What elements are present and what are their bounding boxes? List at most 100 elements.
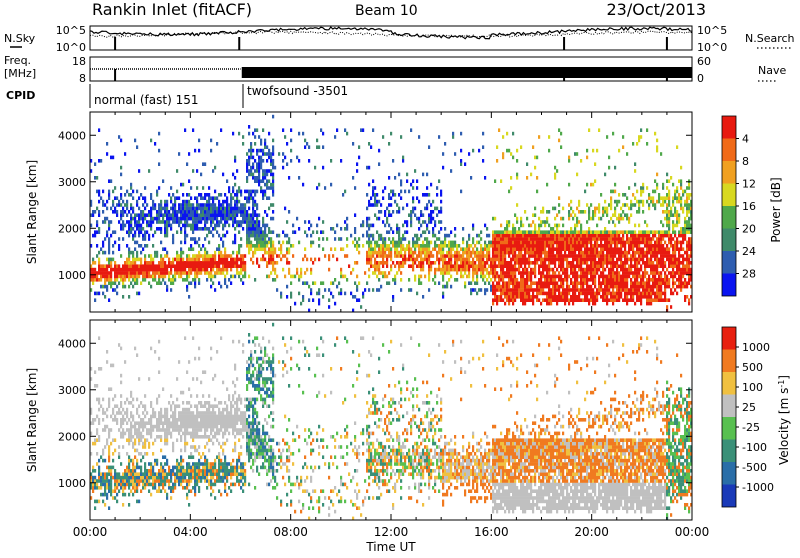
power-cell — [654, 298, 657, 302]
power-cell — [458, 267, 461, 272]
power-cell — [212, 206, 215, 211]
power-cell — [652, 271, 655, 275]
power-cell — [430, 267, 433, 272]
power-cell — [166, 254, 169, 258]
power-cell — [396, 223, 399, 228]
power-cell — [310, 244, 313, 248]
power-cell — [374, 247, 377, 251]
power-cell — [594, 247, 597, 251]
power-cell — [428, 145, 431, 149]
power-cell — [220, 216, 223, 221]
power-cell — [170, 223, 173, 228]
power-cell — [116, 284, 119, 289]
power-cell — [126, 264, 129, 268]
power-cell — [552, 295, 555, 299]
power-cell — [260, 179, 263, 183]
power-cell — [584, 257, 587, 262]
power-cell — [220, 206, 223, 211]
power-cell — [258, 264, 261, 268]
power-cell — [108, 261, 111, 265]
power-cell — [636, 298, 639, 302]
power-cell — [256, 216, 259, 221]
power-cell — [636, 267, 639, 272]
power-cell — [134, 247, 137, 251]
power-cell — [516, 291, 519, 296]
power-cell — [580, 254, 583, 258]
power-cell — [370, 196, 373, 200]
power-cell — [224, 281, 227, 285]
power-cell — [378, 261, 381, 265]
power-cell — [690, 274, 693, 279]
power-cell — [554, 172, 557, 177]
power-cell — [592, 213, 595, 217]
power-cell — [128, 210, 131, 214]
power-cell — [258, 244, 261, 248]
power-cell — [586, 295, 589, 299]
power-cell — [686, 254, 689, 258]
power-cell — [592, 288, 595, 292]
power-cell — [402, 159, 405, 163]
power-cell — [472, 264, 475, 268]
power-cell — [680, 203, 683, 207]
power-cell — [418, 274, 421, 279]
power-cell — [178, 223, 181, 228]
power-cell — [426, 261, 429, 265]
power-cell — [148, 223, 151, 228]
power-cell — [416, 244, 419, 248]
power-cell — [238, 247, 241, 251]
power-cell — [576, 264, 579, 268]
power-cell — [690, 247, 693, 251]
power-cell — [252, 261, 255, 265]
power-cell — [586, 203, 589, 207]
power-cell — [232, 186, 235, 190]
power-cell — [508, 240, 511, 245]
power-cell — [408, 250, 411, 255]
power-cell — [346, 227, 349, 231]
power-cell — [176, 230, 179, 234]
freq-unit-label: [MHz] — [4, 67, 36, 80]
power-cell — [198, 193, 201, 197]
power-cell — [596, 271, 599, 275]
power-cell — [272, 210, 275, 214]
power-cell — [596, 267, 599, 272]
power-cell — [548, 288, 551, 292]
power-cell — [520, 281, 523, 285]
power-cell — [246, 223, 249, 228]
power-cell — [574, 281, 577, 285]
power-cell — [530, 281, 533, 285]
power-cell — [622, 250, 625, 255]
power-cell — [500, 230, 503, 234]
power-cell — [666, 254, 669, 258]
power-cell — [542, 230, 545, 234]
power-cell — [238, 210, 241, 214]
power-cell — [178, 261, 181, 265]
power-cell — [552, 271, 555, 275]
power-cell — [584, 261, 587, 265]
velocity-cell — [100, 482, 103, 487]
power-cell — [252, 227, 255, 231]
power-cell — [328, 254, 331, 258]
power-cell — [624, 244, 627, 248]
power-cell — [642, 203, 645, 207]
power-cell — [594, 254, 597, 258]
power-cell — [176, 261, 179, 265]
power-cell — [180, 240, 183, 245]
power-cell — [536, 176, 539, 180]
power-cell — [502, 267, 505, 272]
power-cell — [510, 186, 513, 190]
power-cell — [646, 295, 649, 299]
power-cell — [578, 210, 581, 214]
power-cell — [590, 257, 593, 262]
power-cell — [660, 264, 663, 268]
power-cell — [620, 281, 623, 285]
power-cell — [540, 284, 543, 289]
power-cell — [234, 264, 237, 268]
power-cell — [270, 172, 273, 177]
power-cell — [616, 288, 619, 292]
power-cell — [148, 254, 151, 258]
power-cell — [208, 274, 211, 279]
power-cell — [372, 203, 375, 207]
power-cell — [616, 284, 619, 289]
power-cell — [460, 261, 463, 265]
power-cell — [660, 244, 663, 248]
